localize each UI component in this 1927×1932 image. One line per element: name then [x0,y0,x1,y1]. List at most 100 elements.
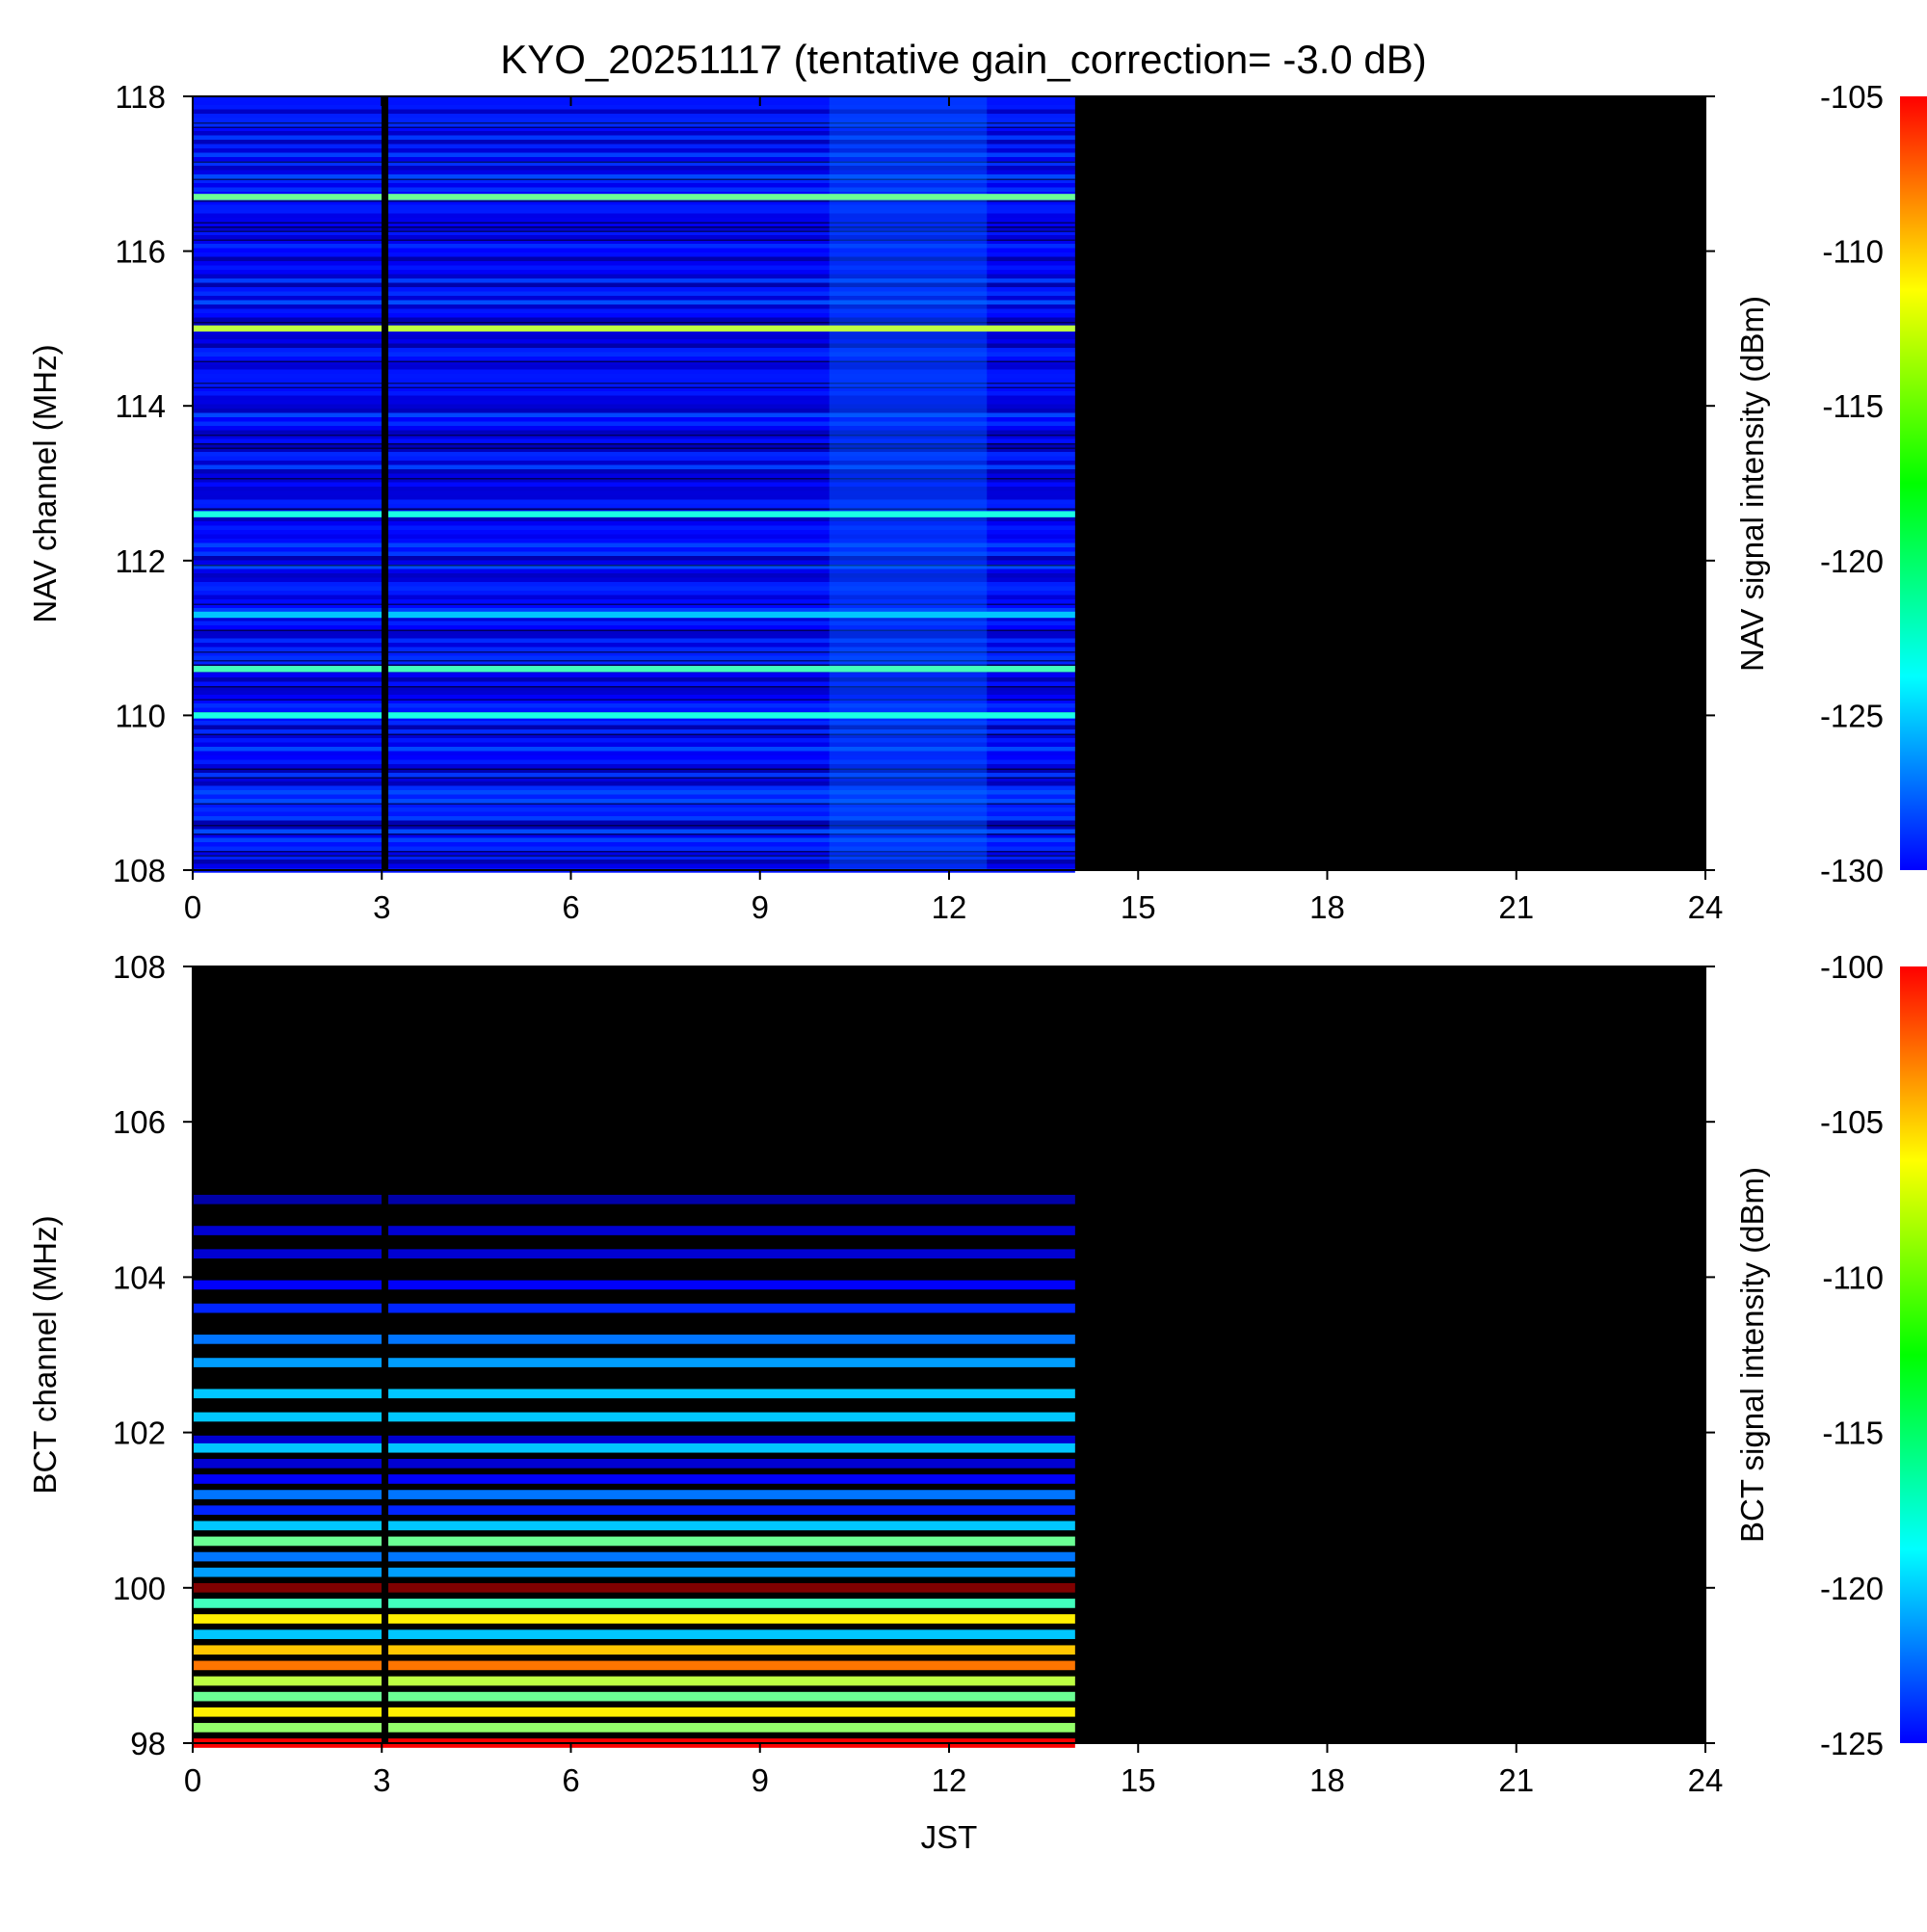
heatmap-cell [193,248,1075,253]
heatmap-cell [193,300,1075,305]
heatmap-cell [193,322,1075,327]
bct-heatmap-cells [193,966,1075,1748]
heatmap-cell [193,508,1075,514]
heatmap-cell [193,426,1075,431]
heatmap-cell [193,1691,1075,1702]
heatmap-cell [193,469,1075,474]
heatmap-cell [193,304,1075,309]
heatmap-cell [193,226,1075,228]
heatmap-cell [193,647,1075,652]
heatmap-cell [193,777,1075,782]
heatmap-cell [193,855,1075,857]
heatmap-gap [382,96,389,870]
heatmap-cell [193,611,1075,619]
nav-colorbar [1900,96,1927,870]
y-tick-label: 100 [113,1571,166,1606]
heatmap-cell [193,556,1075,561]
heatmap-cell [193,1358,1075,1367]
heatmap-cell [193,1335,1075,1344]
heatmap-cell [193,105,1075,110]
heatmap-cell [193,777,1075,779]
heatmap-cell [193,851,1075,853]
heatmap-cell [193,499,1075,505]
heatmap-cell [193,152,1075,158]
heatmap-cell [193,863,1075,869]
heatmap-cell [193,226,1075,231]
heatmap-cell [193,131,1075,136]
heatmap-cell [193,733,1075,735]
heatmap-cell [193,252,1075,257]
colorbar-tick-label: -120 [1820,543,1884,579]
heatmap-cell [193,785,1075,791]
heatmap-cell [193,443,1075,445]
heatmap-gap [382,966,389,1743]
colorbar-tick-label: -110 [1822,1259,1884,1295]
colorbar-tick-label: -115 [1822,388,1884,424]
nav-colorbar-label: NAV signal intensity (dBm) [1734,296,1770,672]
x-tick-label: 12 [932,889,967,925]
heatmap-cell [193,651,1075,656]
heatmap-cell [193,768,1075,774]
heatmap-cell [193,218,1075,223]
heatmap-cell [193,213,1075,219]
heatmap-cell [193,334,1075,340]
heatmap-cell [193,1551,1075,1562]
heatmap-cell [193,317,1075,323]
heatmap-cell [193,1474,1075,1484]
heatmap-cell [193,96,1075,101]
heatmap-cell [193,855,1075,860]
heatmap-cell [193,194,1075,200]
heatmap-cell [193,456,1075,462]
heatmap-cell [193,1459,1075,1469]
heatmap-cell [193,369,1075,375]
heatmap-cell [193,1660,1075,1671]
heatmap-cell [193,764,1075,769]
heatmap-cell [193,755,1075,760]
heatmap-cell [193,508,1075,510]
x-tick-label: 15 [1121,889,1156,925]
heatmap-cell [193,794,1075,800]
heatmap-cell [193,660,1075,665]
heatmap-cell [193,244,1075,249]
heatmap-cell [193,582,1075,587]
x-tick-label: 3 [373,1762,390,1798]
heatmap-cell [193,846,1075,852]
bct-colorbar-ticks: -100 -105 -110 -115 -120 -125 [1820,949,1884,1761]
heatmap-cell [193,712,1075,719]
heatmap-cell [193,573,1075,578]
heatmap-cell [193,807,1075,812]
heatmap-cell [193,511,1075,517]
heatmap-cell [193,495,1075,500]
heatmap-cell [193,161,1075,163]
heatmap-cell [193,178,1075,184]
heatmap-cell [193,729,1075,734]
heatmap-cell [193,539,1075,543]
heatmap-cell [193,178,1075,180]
heatmap-cell [193,274,1075,279]
heatmap-cell [193,834,1075,835]
heatmap-cell [193,1723,1075,1733]
heatmap-cell [193,126,1075,128]
heatmap-cell [193,239,1075,241]
heatmap-cell [193,122,1075,124]
heatmap-cell [193,586,1075,592]
heatmap-cell [193,655,1075,661]
y-tick-label: 118 [115,79,166,115]
heatmap-cell [193,721,1075,726]
heatmap-cell [193,842,1075,847]
x-tick-label: 18 [1309,1762,1345,1798]
heatmap-cell [193,677,1075,682]
heatmap-cell [193,126,1075,132]
heatmap-cell [193,109,1075,115]
heatmap-cell [193,534,1075,540]
heatmap-cell [193,699,1075,704]
heatmap-cell [193,577,1075,583]
heatmap-cell [193,1707,1075,1717]
nav-colorbar-ticks: -105 -110 -115 -120 -125 -130 [1820,79,1884,888]
heatmap-cell [193,525,1075,531]
heatmap-cell [193,435,1075,437]
heatmap-cell [193,482,1075,488]
heatmap-cell [193,287,1075,292]
heatmap-cell [193,230,1075,232]
heatmap-cell [193,487,1075,491]
